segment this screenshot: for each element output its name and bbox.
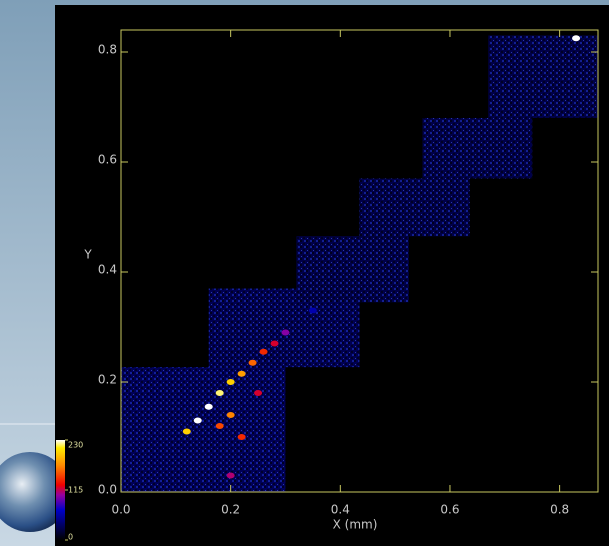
- x-tick-label: 0.0: [111, 503, 130, 517]
- plot-frame: [120, 29, 599, 493]
- hotspot: [215, 390, 224, 396]
- hotspot: [226, 472, 235, 479]
- colorbar: 0 115 230: [56, 439, 83, 542]
- x-tick-label: 0.4: [331, 503, 350, 517]
- hotspot: [248, 359, 257, 366]
- hotspot: [259, 348, 268, 355]
- y-tick-label: 0.6: [98, 153, 117, 167]
- y-axis-label: Y: [83, 248, 92, 262]
- earth-icon[interactable]: [0, 452, 70, 532]
- hotspot: [572, 35, 581, 42]
- y-tick-label: 0.2: [98, 373, 117, 387]
- hotspot: [237, 370, 246, 377]
- x-tick-label: 0.6: [440, 503, 459, 517]
- colorbar-tick-label: 0: [68, 533, 73, 542]
- colorbar-tick-label: 230: [68, 441, 83, 450]
- tile-texture: [121, 367, 286, 492]
- axes: 0.0 0.2 0.4 0.6 0.8 0.0 0.2 0.4 0.6 0.8: [98, 30, 598, 517]
- x-tick-label: 0.8: [550, 503, 569, 517]
- heatmap: [121, 35, 598, 492]
- hotspot: [182, 428, 191, 435]
- colorbar-tick-label: 115: [68, 486, 83, 495]
- x-tick-label: 0.2: [221, 503, 240, 517]
- hotspot: [254, 390, 263, 396]
- tile-texture: [488, 35, 598, 118]
- hotspot: [281, 329, 290, 336]
- hotspot: [193, 417, 202, 424]
- tile-texture: [296, 236, 409, 303]
- tile-texture: [359, 178, 470, 237]
- hotspot: [204, 403, 213, 410]
- y-tick-label: 0.4: [98, 263, 117, 277]
- hotspot: [237, 434, 246, 440]
- hotspot: [270, 340, 279, 347]
- hotspot: [226, 412, 235, 418]
- x-axis-label: X (mm): [333, 518, 378, 532]
- y-tick-label: 0.8: [98, 43, 117, 57]
- hotspot: [215, 423, 224, 429]
- hotspot: [308, 307, 317, 314]
- tile-texture: [422, 118, 533, 179]
- colorbar-ramp: [56, 440, 65, 540]
- hotspot: [226, 379, 235, 385]
- y-tick-label: 0.0: [98, 483, 117, 497]
